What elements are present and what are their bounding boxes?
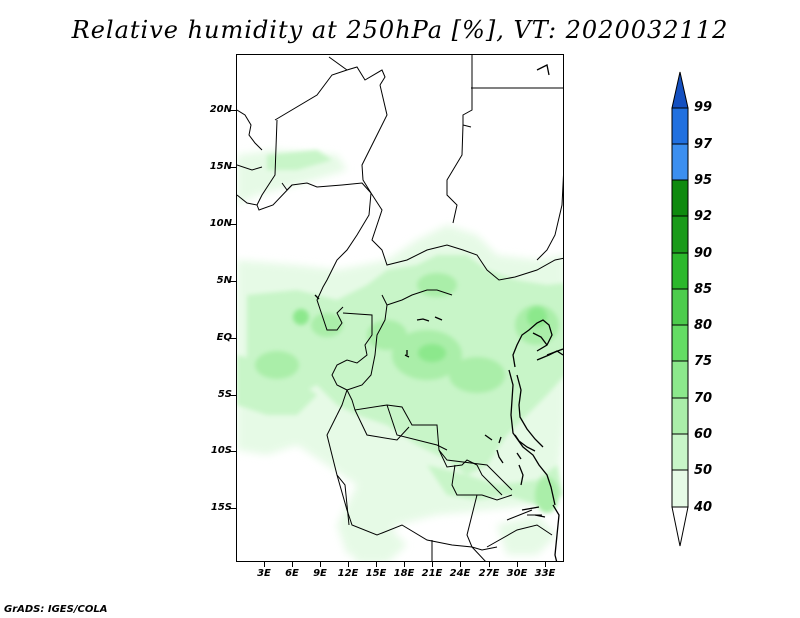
tick-20n xyxy=(230,110,236,111)
colorbar-label-85: 85 xyxy=(694,282,713,297)
colorbar-graphic xyxy=(671,71,689,547)
colorbar-band-85-90 xyxy=(671,252,689,290)
lat-label-20n: 20N xyxy=(209,104,232,115)
tick-33e xyxy=(545,562,546,567)
lon-label-3e: 3E xyxy=(257,568,271,579)
lon-label-30e: 30E xyxy=(506,568,528,579)
lon-label-9e: 9E xyxy=(313,568,327,579)
colorbar-label-75: 75 xyxy=(694,354,713,369)
colorbar-label-60: 60 xyxy=(694,427,713,442)
lon-label-24e: 24E xyxy=(449,568,471,579)
tick-15e xyxy=(376,562,377,567)
colorbar-band-97-99 xyxy=(671,107,689,145)
tick-30e xyxy=(517,562,518,567)
lon-label-21e: 21E xyxy=(421,568,443,579)
colorbar-bottom-arrow xyxy=(671,506,689,547)
tick-3e xyxy=(264,562,265,567)
tick-10n xyxy=(230,224,236,225)
lat-label-eq: EQ xyxy=(216,332,232,343)
colorbar-band-50-60 xyxy=(671,433,689,471)
lon-label-33e: 33E xyxy=(534,568,556,579)
colorbar-top-arrow xyxy=(671,71,689,109)
lat-label-15n: 15N xyxy=(209,161,232,172)
lat-label-10s: 10S xyxy=(210,445,232,456)
lon-label-27e: 27E xyxy=(478,568,500,579)
lat-label-5n: 5N xyxy=(216,275,232,286)
colorbar-band-75-80 xyxy=(671,324,689,362)
colorbar-label-90: 90 xyxy=(694,246,713,261)
software-credit: GrADS: IGES/COLA xyxy=(4,604,108,615)
colorbar-band-40-50 xyxy=(671,469,689,508)
colorbar-label-70: 70 xyxy=(694,391,713,406)
lat-label-10n: 10N xyxy=(209,218,232,229)
tick-10s xyxy=(230,451,236,452)
colorbar-label-92: 92 xyxy=(694,209,713,224)
colorbar-label-40: 40 xyxy=(694,500,713,515)
colorbar-label-97: 97 xyxy=(694,137,713,152)
colorbar-band-80-85 xyxy=(671,288,689,326)
tick-5s xyxy=(230,395,236,396)
tick-24e xyxy=(460,562,461,567)
lon-label-12e: 12E xyxy=(337,568,359,579)
colorbar-label-95: 95 xyxy=(694,173,713,188)
colorbar-band-95-97 xyxy=(671,143,689,181)
tick-15s xyxy=(230,508,236,509)
map-title: Relative humidity at 250hPa [%], VT: 202… xyxy=(71,16,729,44)
lon-label-6e: 6E xyxy=(285,568,299,579)
colorbar-label-80: 80 xyxy=(694,318,713,333)
country-borders xyxy=(237,55,563,561)
lon-label-18e: 18E xyxy=(393,568,415,579)
tick-12e xyxy=(348,562,349,567)
colorbar-band-60-70 xyxy=(671,397,689,435)
tick-9e xyxy=(320,562,321,567)
colorbar-band-90-92 xyxy=(671,215,689,254)
colorbar-label-99: 99 xyxy=(694,100,713,115)
tick-18e xyxy=(404,562,405,567)
humidity-map xyxy=(237,55,563,561)
humidity-shading-max xyxy=(293,307,547,362)
tick-6e xyxy=(292,562,293,567)
colorbar-band-70-75 xyxy=(671,360,689,399)
tick-27e xyxy=(489,562,490,567)
tick-21e xyxy=(432,562,433,567)
tick-5n xyxy=(230,281,236,282)
map-panel xyxy=(236,54,564,562)
colorbar-band-92-95 xyxy=(671,179,689,217)
colorbar-label-50: 50 xyxy=(694,463,713,478)
lat-label-5s: 5S xyxy=(217,389,232,400)
lon-label-15e: 15E xyxy=(365,568,387,579)
tick-eq xyxy=(230,338,236,339)
tick-15n xyxy=(230,167,236,168)
lakes-and-coast xyxy=(314,64,563,561)
lat-label-15s: 15S xyxy=(210,502,232,513)
